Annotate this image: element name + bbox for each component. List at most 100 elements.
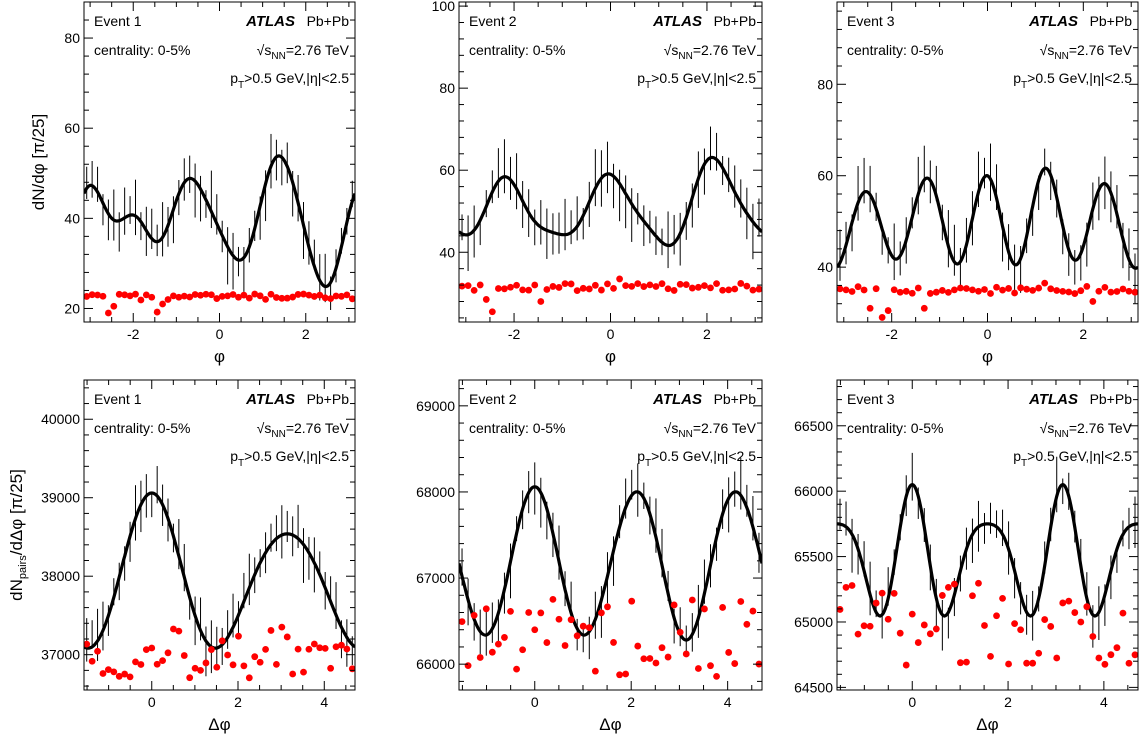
flow-point bbox=[159, 657, 166, 665]
flow-point bbox=[658, 280, 666, 288]
flow-point bbox=[719, 604, 727, 611]
flow-point bbox=[1059, 287, 1067, 295]
flow-point bbox=[305, 291, 313, 299]
flow-point bbox=[999, 594, 1006, 602]
cut-p-sub: T bbox=[645, 80, 651, 91]
x-tick-label: 2 bbox=[234, 694, 242, 710]
flow-point bbox=[338, 292, 345, 300]
flow-point bbox=[957, 659, 964, 667]
energy-symbol: √s bbox=[664, 420, 679, 436]
flow-point bbox=[950, 286, 958, 294]
flow-point bbox=[513, 665, 520, 673]
flow-point bbox=[561, 280, 569, 288]
flow-point bbox=[950, 580, 958, 588]
flow-point bbox=[267, 627, 275, 634]
flow-point bbox=[537, 609, 545, 617]
plot-area bbox=[837, 143, 1138, 321]
experiment-label: ATLAS Pb+Pb bbox=[652, 13, 756, 30]
flow-point bbox=[920, 304, 928, 312]
flow-point bbox=[273, 660, 280, 668]
x-tick-label: 4 bbox=[724, 694, 732, 710]
flow-point bbox=[229, 661, 237, 669]
flow-point bbox=[300, 668, 307, 676]
flow-point bbox=[701, 605, 708, 613]
flow-point bbox=[1071, 290, 1079, 297]
flow-point bbox=[170, 625, 177, 633]
flow-point bbox=[890, 286, 898, 294]
flow-point bbox=[999, 286, 1006, 294]
flow-point bbox=[658, 644, 666, 652]
centrality-label: centrality: 0-5% bbox=[94, 42, 190, 58]
flow-point bbox=[202, 290, 210, 298]
y-tick-label: 65500 bbox=[794, 549, 833, 565]
flow-point bbox=[896, 288, 904, 296]
flow-point bbox=[652, 283, 660, 290]
flow-point bbox=[1089, 633, 1097, 640]
flow-point bbox=[175, 627, 183, 635]
fit-curve bbox=[837, 482, 1138, 618]
cut-p: p bbox=[637, 448, 645, 464]
fit-curve bbox=[459, 155, 762, 248]
flow-point bbox=[640, 283, 648, 290]
flow-point bbox=[837, 606, 844, 613]
plot-area bbox=[84, 133, 355, 317]
y-tick-label: 39000 bbox=[41, 490, 80, 506]
event-label: Event 3 bbox=[847, 391, 895, 407]
flow-point bbox=[218, 637, 226, 645]
flow-point bbox=[573, 287, 581, 295]
energy-value: =2.76 TeV bbox=[1069, 420, 1133, 436]
x-tick-label: 0 bbox=[148, 694, 156, 710]
flow-point bbox=[1035, 649, 1043, 657]
energy-label: √sNN=2.76 TeV bbox=[1040, 420, 1133, 440]
flow-point bbox=[218, 292, 226, 300]
flow-point bbox=[963, 285, 970, 292]
flow-point bbox=[525, 609, 533, 616]
flow-point bbox=[164, 649, 172, 657]
flow-point bbox=[1077, 618, 1085, 626]
flow-point bbox=[273, 294, 280, 301]
flow-point bbox=[1053, 654, 1061, 662]
flow-point bbox=[682, 281, 690, 289]
chart-panel: -2 0 2 40 60 80 φ Event 3 centrality: 0-5% ATLAS P… bbox=[817, 1, 1139, 366]
flow-point bbox=[634, 642, 642, 650]
flow-point bbox=[464, 662, 472, 670]
flow-point bbox=[501, 634, 508, 641]
flow-point bbox=[1119, 609, 1127, 617]
x-axis-title: φ bbox=[214, 347, 225, 366]
flow-point bbox=[694, 665, 702, 672]
flow-point bbox=[476, 281, 484, 289]
flow-point bbox=[488, 308, 496, 316]
flow-point bbox=[561, 642, 569, 649]
x-tick-label: 0 bbox=[984, 326, 992, 342]
flow-point bbox=[622, 670, 630, 678]
flow-point bbox=[755, 285, 762, 293]
flow-point bbox=[884, 307, 892, 314]
flow-point bbox=[622, 282, 630, 290]
flow-point bbox=[207, 646, 215, 653]
flow-point bbox=[731, 285, 739, 293]
flow-point bbox=[884, 615, 892, 623]
y-axis-title-main: dN bbox=[7, 579, 26, 601]
cut-text: >0.5 GeV,|η|<2.5 bbox=[651, 448, 756, 464]
y-axis-title-sub: pairs bbox=[17, 555, 29, 579]
cut-p-sub: T bbox=[645, 458, 651, 469]
flow-point bbox=[186, 674, 194, 682]
flow-point bbox=[616, 275, 623, 283]
flow-point bbox=[84, 293, 91, 300]
x-tick-label: -2 bbox=[885, 326, 898, 342]
chart-panel: -2 0 2 20 40 60 80 φ dN/dφ [π/25] Event 1 centrali… bbox=[29, 1, 356, 366]
flow-point bbox=[142, 291, 150, 299]
flow-point bbox=[1041, 616, 1049, 623]
flow-point bbox=[310, 293, 318, 300]
cut-p-sub: T bbox=[1021, 80, 1027, 91]
plot-area bbox=[459, 457, 762, 680]
cut-p: p bbox=[1013, 70, 1021, 86]
flow-point bbox=[549, 283, 557, 290]
event-label: Event 1 bbox=[94, 391, 142, 407]
flow-point bbox=[664, 285, 672, 293]
flow-point bbox=[682, 650, 690, 658]
cut-label: pT>0.5 GeV,|η|<2.5 bbox=[1013, 448, 1132, 469]
event-label: Event 2 bbox=[469, 13, 517, 29]
flow-point bbox=[531, 626, 539, 634]
